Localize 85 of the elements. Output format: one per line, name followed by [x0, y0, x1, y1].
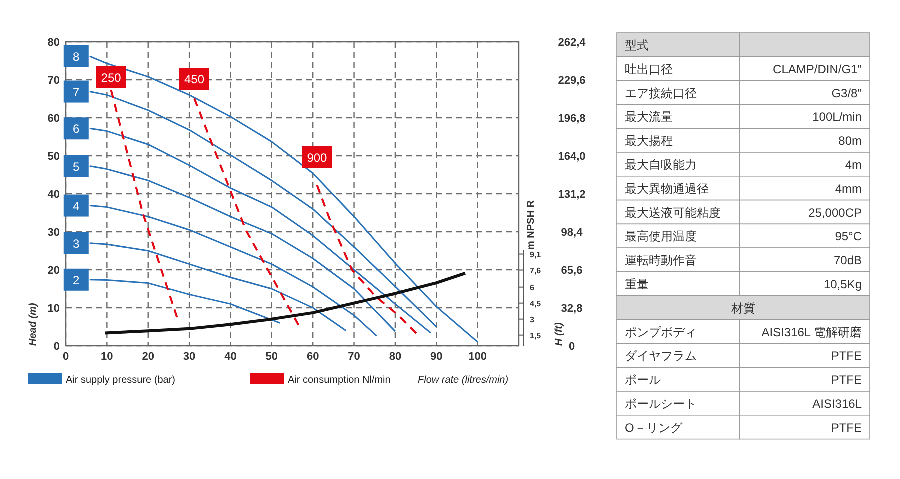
text: 70dB	[834, 254, 862, 268]
y-axis-title: Head (m)	[28, 302, 39, 346]
x-tick-label: 70	[348, 351, 360, 363]
y-tick-label: 70	[48, 75, 60, 87]
y3-tick-label: 9,1	[530, 250, 542, 260]
y2-tick-label: 0	[568, 341, 576, 353]
y2-tick-label: 98,4	[561, 227, 584, 239]
text: CLAMP/DIN/G1"	[773, 62, 862, 76]
series-label: 8	[73, 50, 80, 64]
text: 材質	[730, 301, 756, 316]
y2-tick-label: 262,4	[558, 37, 587, 49]
series-label: 3	[73, 236, 80, 251]
text: AISI316L 電解研磨	[762, 325, 862, 340]
y2-tick-label: 196,8	[558, 113, 586, 125]
text: 25,000CP	[808, 206, 862, 220]
y3-axis-title: m NPSH R	[526, 200, 537, 250]
x-tick-label: 50	[266, 351, 278, 363]
category-label: エア接続口径	[625, 86, 697, 100]
category-label: 最大流量	[625, 110, 673, 124]
x-tick-label: 0	[62, 351, 70, 363]
y3-tick-label: 6	[530, 283, 535, 292]
y3-tick-label: 4,5	[530, 299, 542, 308]
x-tick-label: 40	[224, 351, 237, 363]
y3-tick-label: 7,6	[530, 266, 542, 276]
y2-tick-label: 229,6	[558, 75, 586, 87]
y-tick-label: 10	[48, 303, 60, 315]
series-label: 450	[184, 72, 205, 87]
category-label: O－リング	[625, 420, 684, 435]
x-tick-label: 80	[389, 351, 402, 363]
category-label: 最大揚程	[625, 134, 673, 148]
line-series	[316, 184, 418, 334]
text: Air supply pressure (bar)	[66, 375, 176, 386]
series-label: 4	[73, 199, 80, 214]
text: PTFE	[831, 373, 862, 388]
series-label: 250	[101, 70, 122, 85]
category-label: ダイヤフラム	[625, 349, 697, 364]
category-label: 最大異物通過径	[625, 182, 709, 196]
category-label: 吐出口径	[625, 62, 673, 76]
x-tick-label: 20	[142, 351, 154, 363]
y2-tick-label: 164,0	[558, 151, 586, 163]
series-label: 5	[73, 160, 80, 174]
y-tick-label: 80	[48, 37, 60, 49]
text: PTFE	[831, 420, 862, 435]
text: 80m	[838, 134, 862, 148]
x-tick-label: 10	[101, 351, 114, 363]
y-tick-label: 20	[48, 265, 60, 277]
y2-tick-label: 32,8	[561, 303, 583, 315]
text: 100L/min	[812, 110, 862, 124]
text: 4m	[845, 158, 862, 172]
x-tick-label: 90	[430, 351, 443, 363]
category-label: 最高使用温度	[625, 230, 697, 244]
category-label: ボール	[625, 373, 661, 388]
series-label: 7	[73, 85, 80, 100]
y3-tick-label: 1,5	[530, 331, 542, 340]
category-label: 最大送液可能粘度	[625, 206, 721, 220]
y-tick-label: 40	[48, 189, 60, 201]
series-label: 2	[73, 273, 80, 288]
category-label: 型式	[625, 38, 649, 52]
category-label: 最大自吸能力	[625, 158, 697, 172]
series-label: 6	[73, 122, 80, 136]
category-label: ボールシート	[625, 396, 697, 411]
text: 10,5Kg	[824, 277, 862, 292]
text: AISI316L	[812, 396, 862, 411]
y-tick-label: 60	[48, 113, 60, 125]
text: Air consumption Nl/min	[288, 375, 391, 386]
y2-tick-label: 131,2	[558, 189, 586, 201]
x-tick-label: 60	[306, 351, 320, 363]
y-tick-label: 0	[54, 341, 60, 353]
x-tick-label: 30	[183, 351, 196, 363]
text: 95°C	[835, 230, 862, 244]
x-axis-title: Flow rate (litres/min)	[418, 375, 509, 386]
category-label: 運転時動作音	[625, 254, 697, 268]
series-label: 900	[307, 150, 328, 165]
y-tick-label: 50	[48, 151, 60, 163]
text: G3/8"	[832, 86, 862, 100]
y2-tick-label: 65,6	[561, 265, 583, 277]
x-tick-label: 100	[468, 351, 487, 363]
category-label: 重量	[625, 277, 649, 292]
y2-axis-title: H (ft)	[554, 322, 565, 346]
category-label: ポンプボディ	[625, 325, 697, 340]
y-tick-label: 30	[48, 227, 60, 239]
line-series	[104, 272, 467, 335]
text: 4mm	[835, 182, 862, 196]
text: PTFE	[831, 349, 862, 364]
y3-tick-label: 3	[530, 315, 535, 324]
